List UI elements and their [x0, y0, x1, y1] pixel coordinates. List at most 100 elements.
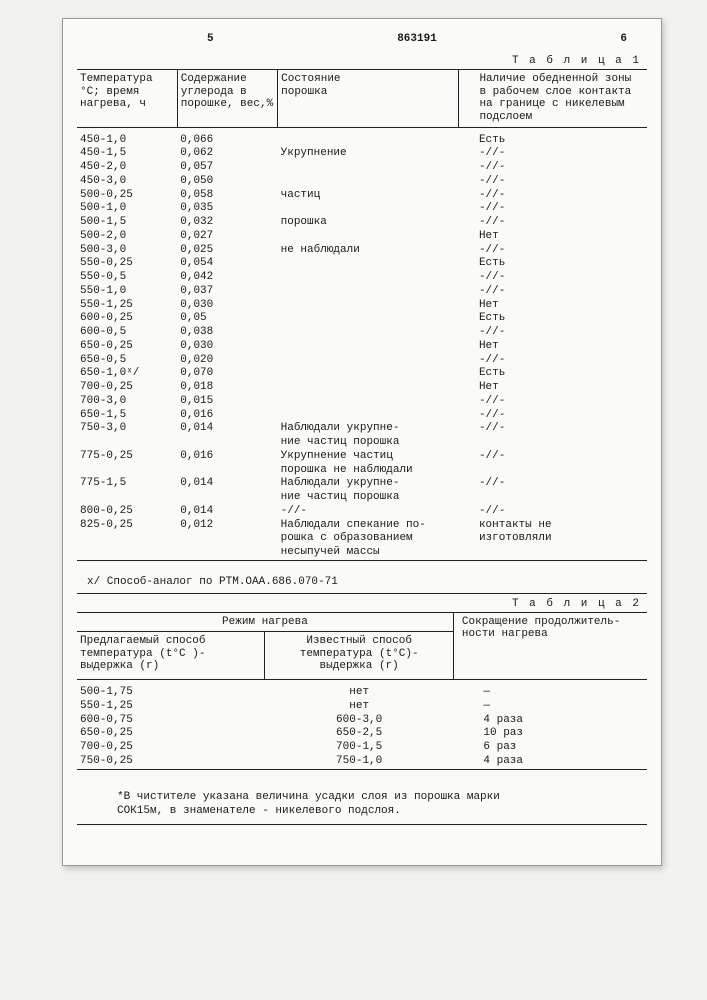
t1-h1: Содержаниеуглерода впорошке, вес,%	[177, 70, 277, 128]
table-cell: -//-	[459, 354, 647, 368]
table-row: 650-1,0ˣ/0,070Есть	[77, 367, 647, 381]
table-cell: —	[453, 700, 647, 714]
table-cell: -//-	[459, 175, 647, 189]
table-row: 500-1,75нет—	[77, 686, 647, 700]
table2-footnote: *В чистителе указана величина усадки сло…	[77, 790, 647, 819]
t1-h3: Наличие обедненной зоныв рабочем слое ко…	[459, 70, 647, 128]
table-cell: -//-	[459, 409, 647, 423]
table1: Температура°C; времянагрева, ч Содержани…	[77, 69, 647, 560]
table-cell: 0,030	[177, 340, 277, 354]
table-cell	[278, 326, 459, 340]
table-cell: 600-3,0	[265, 714, 453, 728]
table-cell: контакты неизготовляли	[459, 519, 647, 560]
table-row: 825-0,250,012Наблюдали спекание по-рошка…	[77, 519, 647, 560]
table-cell: порошка	[278, 216, 459, 230]
table-cell: 775-0,25	[77, 450, 177, 478]
page-header: 5 863191 6	[77, 33, 647, 45]
table-cell: 500-2,0	[77, 230, 177, 244]
t2-group: Режим нагрева	[77, 613, 453, 632]
table-row: 775-1,50,014Наблюдали укрупне-ние частиц…	[77, 477, 647, 505]
table-cell: 550-0,5	[77, 271, 177, 285]
table-cell: 0,062	[177, 147, 277, 161]
table-row: 500-2,00,027Нет	[77, 230, 647, 244]
table-cell: 0,016	[177, 450, 277, 478]
table-cell: 700-0,25	[77, 381, 177, 395]
table-row: 800-0,250,014-//--//-	[77, 505, 647, 519]
table-cell: 650-1,0ˣ/	[77, 367, 177, 381]
table-cell: 825-0,25	[77, 519, 177, 560]
table-cell: 0,070	[177, 367, 277, 381]
table1-caption: Т а б л и ц а 1	[77, 55, 647, 67]
table-cell: 0,012	[177, 519, 277, 560]
table-row: 750-0,25750-1,04 раза	[77, 755, 647, 769]
table-cell: 0,020	[177, 354, 277, 368]
table-cell: 600-0,25	[77, 312, 177, 326]
table-cell: 6 раз	[453, 741, 647, 755]
table-cell: Укрупнение частицпорошка не наблюдали	[278, 450, 459, 478]
table-row: 775-0,250,016Укрупнение частицпорошка не…	[77, 450, 647, 478]
table-cell: 0,015	[177, 395, 277, 409]
table-cell: 0,05	[177, 312, 277, 326]
table-row: 500-3,00,025не наблюдали-//-	[77, 244, 647, 258]
table-cell: Укрупнение	[278, 147, 459, 161]
table-cell: 500-3,0	[77, 244, 177, 258]
table-cell: 0,050	[177, 175, 277, 189]
table-cell: 550-0,25	[77, 257, 177, 271]
table-cell: Нет	[459, 299, 647, 313]
table-cell: 0,027	[177, 230, 277, 244]
table-cell: 0,057	[177, 161, 277, 175]
table-cell: 0,037	[177, 285, 277, 299]
table-cell: 450-2,0	[77, 161, 177, 175]
table-cell: Наблюдали укрупне-ние частиц порошка	[278, 477, 459, 505]
table-cell: 650-0,25	[77, 727, 265, 741]
table-cell: 750-3,0	[77, 422, 177, 450]
t1-h2: Состояниепорошка	[278, 70, 459, 128]
table-cell: 500-1,5	[77, 216, 177, 230]
table-cell	[278, 230, 459, 244]
table-cell: -//-	[459, 285, 647, 299]
table-cell: 600-0,75	[77, 714, 265, 728]
table-row: 700-0,250,018Нет	[77, 381, 647, 395]
table-cell: 700-1,5	[265, 741, 453, 755]
table-row: 550-0,50,042-//-	[77, 271, 647, 285]
table-cell: 775-1,5	[77, 477, 177, 505]
table-row: 550-0,250,054Есть	[77, 257, 647, 271]
table-cell: -//-	[459, 395, 647, 409]
table-cell	[278, 271, 459, 285]
table-cell: Наблюдали укрупне-ние частиц порошка	[278, 422, 459, 450]
t2-h1: Известный способтемпература (t°C)-выдерж…	[265, 632, 453, 680]
table-cell	[278, 367, 459, 381]
table-cell: 650-1,5	[77, 409, 177, 423]
table-cell: Нет	[459, 381, 647, 395]
doc-number: 863191	[397, 33, 437, 45]
table-row: 750-3,00,014Наблюдали укрупне-ние частиц…	[77, 422, 647, 450]
table-cell: 700-0,25	[77, 741, 265, 755]
table2-group-header: Режим нагрева Сокращение продолжитель-но…	[77, 613, 647, 632]
table-cell: 0,054	[177, 257, 277, 271]
table-row: 650-1,50,016-//-	[77, 409, 647, 423]
table-row: 450-1,50,062Укрупнение-//-	[77, 147, 647, 161]
page-num-right: 6	[620, 33, 627, 45]
table-cell: 450-1,0	[77, 134, 177, 148]
t1-h0: Температура°C; времянагрева, ч	[77, 70, 177, 128]
table-cell: 500-1,0	[77, 202, 177, 216]
table-cell: -//-	[459, 147, 647, 161]
table-cell: -//-	[459, 271, 647, 285]
table-cell: -//-	[459, 326, 647, 340]
table-cell	[278, 299, 459, 313]
table-cell: -//-	[459, 161, 647, 175]
table-cell: 0,014	[177, 477, 277, 505]
table-cell: 550-1,0	[77, 285, 177, 299]
table-cell	[278, 285, 459, 299]
table-cell: 500-0,25	[77, 189, 177, 203]
table-cell: 0,038	[177, 326, 277, 340]
table-cell: Есть	[459, 134, 647, 148]
table-row: 450-3,00,050-//-	[77, 175, 647, 189]
table-cell: 550-1,25	[77, 700, 265, 714]
table-cell: 4 раза	[453, 714, 647, 728]
table-cell: не наблюдали	[278, 244, 459, 258]
table-cell: 0,035	[177, 202, 277, 216]
table-cell: нет	[265, 700, 453, 714]
table-cell: 750-0,25	[77, 755, 265, 769]
table-cell: -//-	[459, 450, 647, 478]
